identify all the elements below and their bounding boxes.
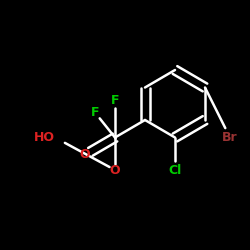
Text: O: O [110, 164, 120, 176]
Text: HO: HO [34, 131, 55, 144]
Text: F: F [91, 106, 99, 119]
Text: F: F [111, 94, 119, 106]
Text: Br: Br [222, 131, 238, 144]
Text: O: O [80, 148, 90, 162]
Text: Cl: Cl [168, 164, 181, 176]
